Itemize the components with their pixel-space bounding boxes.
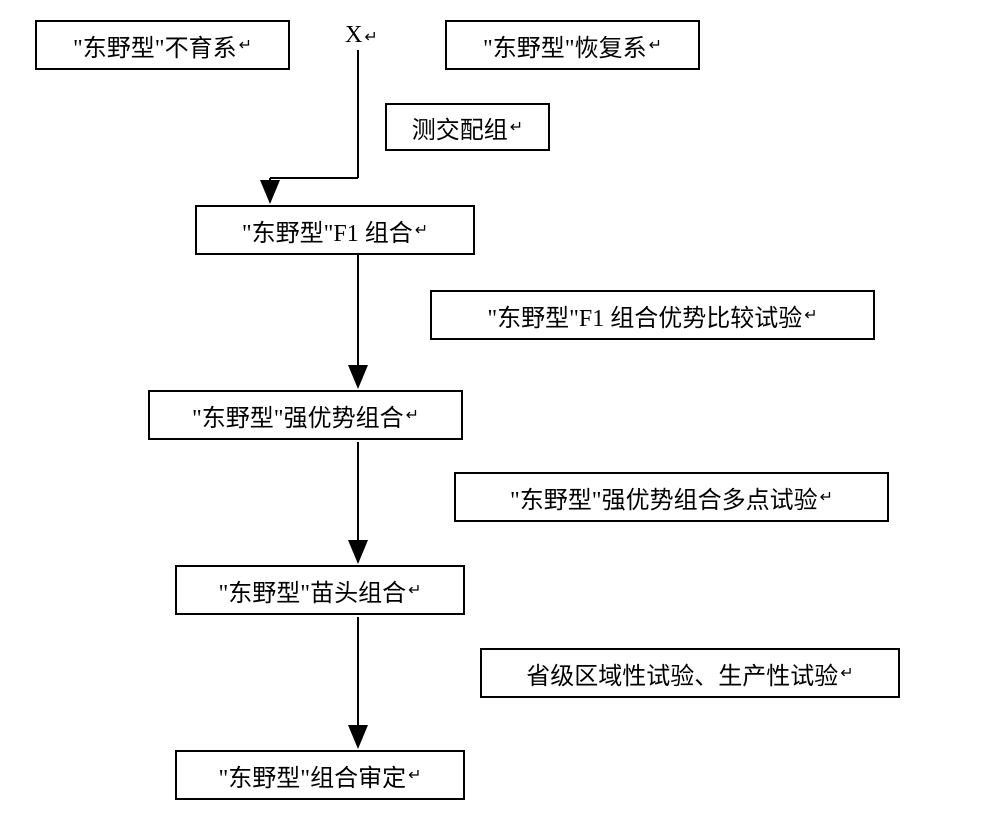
node-label: "东野型"F1 组合 <box>242 213 413 248</box>
node-n8: "东野型"强优势组合多点试验↵ <box>454 472 889 522</box>
node-label: "东野型"苗头组合 <box>219 573 407 608</box>
return-mark: ↵ <box>406 405 419 425</box>
node-n4: 测交配组↵ <box>385 103 550 151</box>
return-mark: ↵ <box>408 580 421 600</box>
node-n11: "东野型"组合审定↵ <box>175 750 465 800</box>
return-mark: ↵ <box>840 663 853 683</box>
node-label: "东野型"强优势组合多点试验 <box>510 480 818 515</box>
return-mark: ↵ <box>364 29 377 46</box>
node-label: "东野型"强优势组合 <box>192 398 404 433</box>
node-label: 省级区域性试验、生产性试验 <box>526 656 838 691</box>
node-n10: 省级区域性试验、生产性试验↵ <box>480 648 900 698</box>
node-label: 测交配组 <box>412 110 508 145</box>
node-n9: "东野型"苗头组合↵ <box>175 565 465 615</box>
return-mark: ↵ <box>649 35 662 55</box>
return-mark: ↵ <box>820 487 833 507</box>
node-n6: "东野型"F1 组合优势比较试验↵ <box>430 290 875 340</box>
return-mark: ↵ <box>510 117 523 137</box>
return-mark: ↵ <box>804 305 817 325</box>
node-label: "东野型"组合审定 <box>219 758 407 793</box>
node-n1: "东野型"不育系↵ <box>35 20 290 70</box>
node-label: "东野型"F1 组合优势比较试验 <box>487 298 802 333</box>
return-mark: ↵ <box>408 765 421 785</box>
node-label: "东野型"恢复系 <box>483 28 647 63</box>
node-label: "东野型"不育系 <box>73 28 237 63</box>
node-n5: "东野型"F1 组合↵ <box>195 205 475 255</box>
return-mark: ↵ <box>415 220 428 240</box>
node-label: X <box>345 22 362 48</box>
node-n2-text: X↵ <box>345 22 378 49</box>
node-n7: "东野型"强优势组合↵ <box>148 390 463 440</box>
return-mark: ↵ <box>239 35 252 55</box>
node-n3: "东野型"恢复系↵ <box>445 20 700 70</box>
